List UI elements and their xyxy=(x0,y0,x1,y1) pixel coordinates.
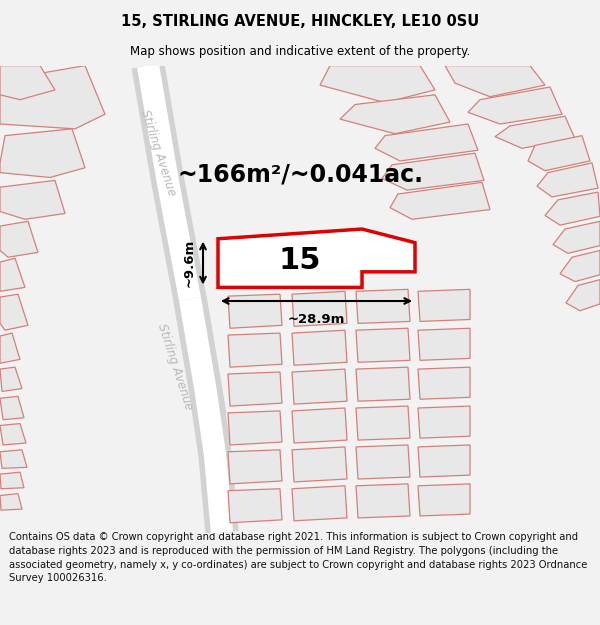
Polygon shape xyxy=(537,163,598,197)
Polygon shape xyxy=(382,153,484,190)
Polygon shape xyxy=(228,294,282,328)
Polygon shape xyxy=(545,192,600,225)
Polygon shape xyxy=(0,129,85,178)
Polygon shape xyxy=(553,221,600,253)
Polygon shape xyxy=(292,369,347,404)
Polygon shape xyxy=(228,450,282,484)
Polygon shape xyxy=(418,367,470,399)
Text: 15, STIRLING AVENUE, HINCKLEY, LE10 0SU: 15, STIRLING AVENUE, HINCKLEY, LE10 0SU xyxy=(121,14,479,29)
Polygon shape xyxy=(340,95,450,134)
Polygon shape xyxy=(0,424,26,445)
Polygon shape xyxy=(292,408,347,443)
Polygon shape xyxy=(418,484,470,516)
Polygon shape xyxy=(292,291,347,326)
Polygon shape xyxy=(0,66,105,129)
Text: Map shows position and indicative extent of the property.: Map shows position and indicative extent… xyxy=(130,44,470,58)
Polygon shape xyxy=(0,294,28,330)
Polygon shape xyxy=(0,258,25,291)
Polygon shape xyxy=(468,87,562,124)
Polygon shape xyxy=(0,472,24,489)
Text: Stirling Avenue: Stirling Avenue xyxy=(155,322,195,412)
Polygon shape xyxy=(356,367,410,401)
Polygon shape xyxy=(0,450,27,468)
Polygon shape xyxy=(0,367,22,391)
Text: 15: 15 xyxy=(279,246,321,274)
Text: ~9.6m: ~9.6m xyxy=(183,239,196,288)
Polygon shape xyxy=(0,396,24,419)
Polygon shape xyxy=(228,411,282,445)
Text: ~28.9m: ~28.9m xyxy=(288,312,345,326)
Polygon shape xyxy=(356,484,410,518)
Polygon shape xyxy=(0,221,38,258)
Polygon shape xyxy=(0,66,55,99)
Polygon shape xyxy=(356,406,410,440)
Polygon shape xyxy=(0,494,22,510)
Polygon shape xyxy=(292,486,347,521)
Polygon shape xyxy=(356,445,410,479)
Polygon shape xyxy=(0,333,20,363)
Polygon shape xyxy=(320,66,435,102)
Polygon shape xyxy=(375,124,478,161)
Polygon shape xyxy=(418,289,470,321)
Polygon shape xyxy=(495,116,575,148)
Polygon shape xyxy=(356,289,410,323)
Polygon shape xyxy=(228,333,282,367)
Polygon shape xyxy=(560,251,600,281)
Polygon shape xyxy=(418,328,470,361)
Text: ~166m²/~0.041ac.: ~166m²/~0.041ac. xyxy=(177,162,423,186)
Polygon shape xyxy=(292,330,347,365)
Polygon shape xyxy=(228,372,282,406)
Text: Stirling Avenue: Stirling Avenue xyxy=(138,108,178,198)
Polygon shape xyxy=(566,279,600,311)
Polygon shape xyxy=(356,328,410,362)
Polygon shape xyxy=(292,447,347,482)
Polygon shape xyxy=(218,229,415,288)
Polygon shape xyxy=(418,445,470,477)
Polygon shape xyxy=(528,136,590,171)
Polygon shape xyxy=(390,182,490,219)
Polygon shape xyxy=(0,181,65,219)
Polygon shape xyxy=(445,66,545,97)
Text: Contains OS data © Crown copyright and database right 2021. This information is : Contains OS data © Crown copyright and d… xyxy=(9,532,587,583)
Polygon shape xyxy=(228,489,282,522)
Polygon shape xyxy=(418,406,470,438)
